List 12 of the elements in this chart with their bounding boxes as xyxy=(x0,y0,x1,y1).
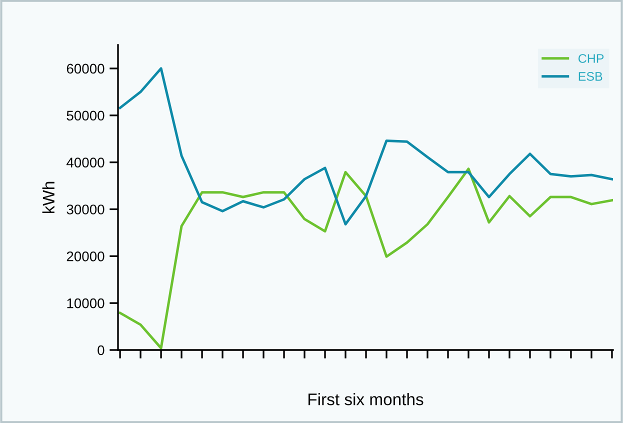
line-series xyxy=(118,67,613,226)
y-tick-label: 50000 xyxy=(66,110,104,121)
y-tick-label: 20000 xyxy=(66,251,104,262)
y-axis-title: kWh xyxy=(42,182,54,214)
legend-label: CHP xyxy=(578,54,604,63)
x-axis-title: First six months xyxy=(308,393,424,406)
y-tick-label: 30000 xyxy=(66,204,104,214)
y-tick-label: 60000 xyxy=(66,64,104,74)
y-tick-label: 40000 xyxy=(66,158,104,168)
y-tick-label: 10000 xyxy=(67,298,104,308)
legend-label: ESB xyxy=(578,72,602,81)
y-tick-label: 0 xyxy=(98,345,104,356)
